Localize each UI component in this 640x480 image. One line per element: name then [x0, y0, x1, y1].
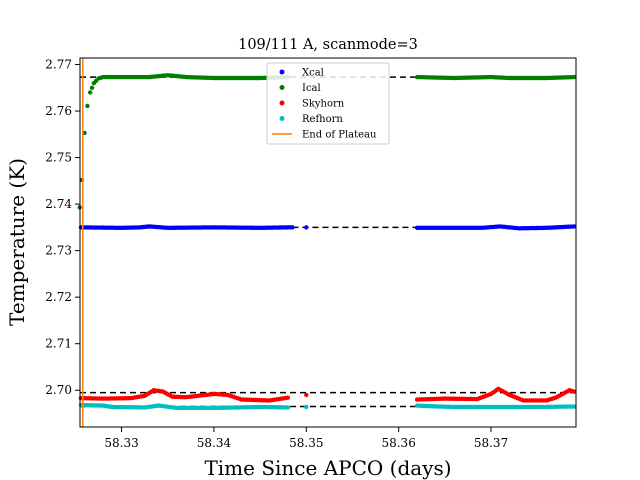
series-refhorn — [78, 402, 577, 411]
data-point — [571, 74, 577, 80]
series-xcal — [78, 224, 577, 231]
y-tick-label: 2.75 — [45, 151, 72, 165]
data-point — [85, 103, 90, 109]
data-point — [89, 85, 95, 90]
data-point — [571, 404, 577, 409]
y-tick-label: 2.70 — [45, 383, 72, 397]
x-tick-label: 58.37 — [474, 436, 508, 450]
data-marks — [77, 58, 577, 427]
x-tick-label: 58.35 — [289, 436, 323, 450]
legend-label: Refhorn — [302, 114, 343, 125]
y-tick-label: 2.76 — [45, 104, 72, 118]
x-tick-label: 58.34 — [197, 436, 232, 450]
data-point — [304, 404, 309, 410]
data-point — [290, 225, 295, 230]
legend-marker-refhorn — [279, 116, 285, 121]
x-tick-label: 58.33 — [104, 436, 138, 450]
y-tick-label: 2.71 — [45, 337, 72, 351]
x-axis-ticks: 58.33 58.34 58.35 58.36 58.37 — [104, 427, 508, 450]
data-point — [304, 225, 309, 230]
legend-label: Xcal — [302, 68, 324, 79]
data-point — [571, 389, 577, 394]
legend-marker-skyhorn — [279, 100, 285, 106]
data-point — [285, 405, 291, 410]
legend-label: Skyhorn — [302, 99, 345, 110]
data-point — [571, 224, 577, 229]
data-point — [87, 90, 93, 95]
legend: Xcal Ical Skyhorn Refhorn End of Plateau — [266, 62, 390, 145]
x-axis-label: Time Since APCO (days) — [204, 456, 451, 480]
legend-box — [266, 62, 390, 145]
data-point — [285, 395, 291, 400]
data-point — [304, 392, 309, 398]
chart-title: 109/111 A, scanmode=3 — [238, 37, 418, 53]
y-tick-label: 2.73 — [45, 244, 72, 258]
y-tick-label: 2.74 — [45, 197, 72, 211]
legend-marker-ical — [279, 85, 285, 90]
y-tick-label: 2.77 — [45, 58, 72, 72]
x-tick-label: 58.36 — [381, 436, 415, 450]
series-skyhorn — [78, 386, 577, 403]
y-axis-label: Temperature (K) — [5, 158, 29, 326]
y-tick-label: 2.72 — [45, 290, 72, 304]
y-axis-ticks: 2.70 2.71 2.72 2.73 2.74 2.75 2.76 2.77 — [45, 58, 80, 397]
legend-marker-xcal — [279, 69, 285, 75]
legend-label: Ical — [302, 83, 321, 94]
legend-label: End of Plateau — [302, 130, 377, 141]
plot-frame — [79, 57, 577, 428]
